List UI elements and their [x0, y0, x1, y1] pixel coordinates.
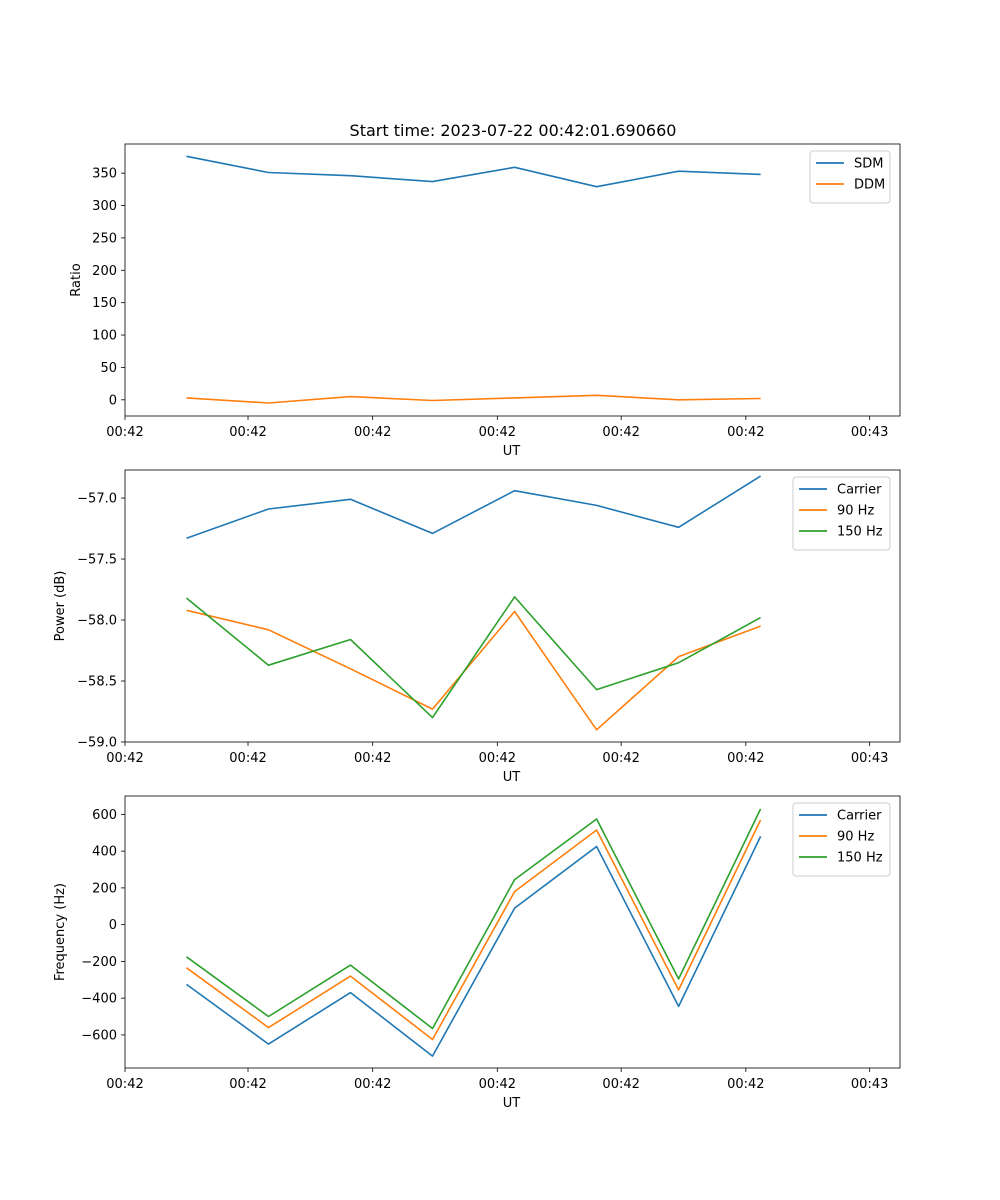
frequency-panel: −600 −400 −200 0 200 400 600 00:42 00:42 00:42 00:… [53, 795, 901, 1111]
x-tick-label: 00:42 [354, 751, 391, 766]
legend-label: Carrier [837, 809, 882, 824]
x-tick-label: 00:42 [727, 751, 764, 766]
x-tick-label: 00:42 [106, 1077, 143, 1092]
y-axis-label: Frequency (Hz) [53, 883, 68, 981]
ratio-panel: 0 50 100 150 200 250 300 350 00:42 00:42 00:42 00:4… [69, 143, 901, 459]
y-tick-label: 350 [92, 167, 117, 182]
legend-label: 90 Hz [837, 830, 874, 845]
x-tick-label: 00:42 [727, 1077, 764, 1092]
x-axis-label: UT [503, 770, 521, 785]
y-tick-label: −59.0 [77, 736, 117, 751]
series-line-90-hz [186, 609, 761, 731]
x-tick-label: 00:42 [602, 1077, 639, 1092]
legend-label: Carrier [837, 483, 882, 498]
axes-frame [124, 795, 901, 1069]
x-axis-label: UT [503, 1096, 521, 1111]
axes-frame [124, 143, 901, 417]
y-tick-label: 250 [92, 231, 117, 246]
x-tick-label: 00:42 [602, 751, 639, 766]
x-tick-label: 00:42 [354, 1077, 391, 1092]
y-tick-label: 400 [92, 845, 117, 860]
x-tick-label: 00:43 [851, 751, 888, 766]
x-tick-label: 00:42 [727, 425, 764, 440]
y-tick-label: −57.0 [77, 492, 117, 507]
y-tick-label: 200 [92, 264, 117, 279]
y-tick-label: −58.5 [77, 675, 117, 690]
x-tick-label: 00:42 [229, 751, 266, 766]
y-tick-label: 100 [92, 329, 117, 344]
series-line-150-hz [186, 808, 762, 1030]
y-tick-label: 0 [109, 918, 117, 933]
x-tick-label: 00:42 [602, 425, 639, 440]
y-tick-label: −200 [81, 955, 117, 970]
x-tick-label: 00:42 [106, 425, 143, 440]
y-tick-label: 0 [109, 393, 117, 408]
x-tick-label: 00:42 [479, 751, 516, 766]
series-line-90-hz [186, 819, 762, 1041]
x-tick-label: 00:43 [851, 425, 888, 440]
x-tick-label: 00:42 [229, 1077, 266, 1092]
legend: SDM DDM [809, 150, 891, 204]
figure-title: Start time: 2023-07-22 00:42:01.690660 [350, 121, 677, 140]
legend-label: 150 Hz [837, 525, 883, 540]
legend-label: DDM [854, 178, 885, 193]
legend: Carrier 90 Hz 150 Hz [792, 802, 891, 877]
y-tick-label: 600 [92, 808, 117, 823]
y-tick-label: −57.5 [77, 553, 117, 568]
legend-label: 150 Hz [837, 851, 883, 866]
power-panel: −59.0 −58.5 −58.0 −57.5 −57.0 00:42 00:42 00:42… [53, 469, 901, 785]
x-tick-label: 00:42 [479, 425, 516, 440]
x-axis-label: UT [503, 444, 521, 459]
x-tick-label: 00:42 [106, 751, 143, 766]
y-tick-label: 300 [92, 199, 117, 214]
series-line-ddm [186, 394, 761, 404]
legend-label: 90 Hz [837, 504, 874, 519]
y-tick-label: 50 [100, 361, 117, 376]
legend: Carrier 90 Hz 150 Hz [792, 476, 891, 551]
y-tick-label: −400 [81, 992, 117, 1007]
x-tick-label: 00:42 [479, 1077, 516, 1092]
x-tick-label: 00:42 [229, 425, 266, 440]
legend-box [809, 150, 891, 204]
x-tick-label: 00:42 [354, 425, 391, 440]
x-tick-label: 00:43 [851, 1077, 888, 1092]
axes-frame [124, 469, 901, 743]
series-line-150-hz [185, 596, 761, 719]
series-line-carrier [186, 475, 762, 540]
y-tick-label: −600 [81, 1028, 117, 1043]
y-tick-label: 200 [92, 881, 117, 896]
y-axis-label: Ratio [69, 263, 84, 296]
series-line-sdm [186, 155, 761, 188]
legend-label: SDM [854, 157, 883, 172]
series-line-carrier [186, 836, 762, 1057]
y-tick-label: −58.0 [77, 614, 117, 629]
y-tick-label: 150 [92, 296, 117, 311]
y-axis-label: Power (dB) [53, 571, 68, 642]
